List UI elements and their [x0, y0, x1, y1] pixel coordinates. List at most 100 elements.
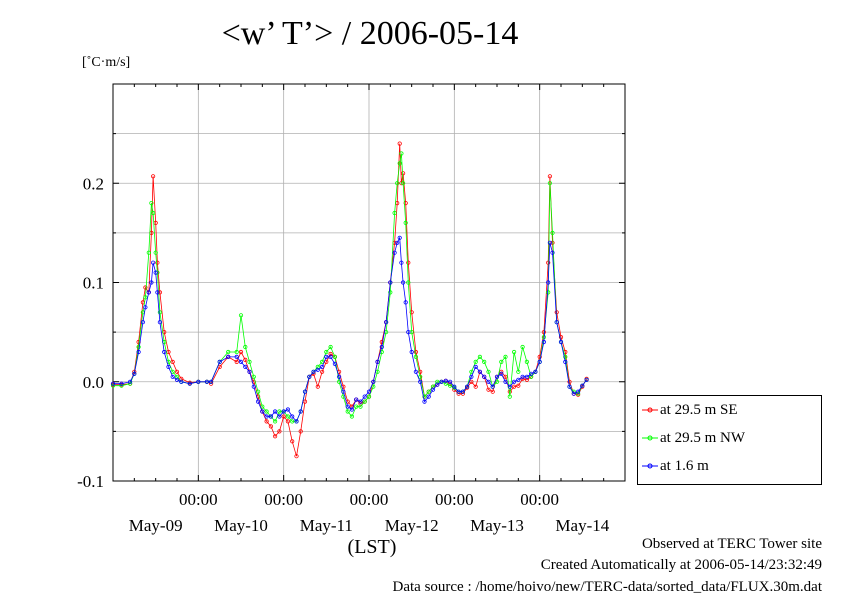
data-point [580, 383, 585, 388]
data-point [490, 389, 495, 394]
data-point [349, 404, 354, 409]
data-point [547, 174, 553, 179]
data-point [166, 349, 171, 355]
data-point [439, 379, 444, 384]
data-point [157, 290, 162, 295]
data-point [234, 349, 239, 355]
data-point [447, 383, 453, 388]
data-point [285, 407, 290, 412]
data-point [341, 389, 346, 394]
data-point [328, 344, 333, 350]
data-point [155, 260, 160, 265]
data-point [482, 359, 487, 364]
data-point [260, 409, 265, 414]
data-point [332, 361, 337, 366]
data-point [397, 141, 402, 146]
data-point [315, 364, 320, 369]
data-point [403, 220, 408, 225]
data-point [174, 377, 180, 382]
data-point [395, 240, 400, 245]
data-point [179, 379, 184, 384]
data-point [473, 364, 478, 369]
data-point [397, 235, 402, 240]
data-point [426, 389, 431, 394]
data-point [298, 409, 303, 414]
data-point [406, 329, 411, 335]
data-point [563, 359, 568, 364]
data-point [571, 391, 576, 396]
data-point [345, 409, 350, 414]
data-point [541, 339, 547, 345]
legend-item-nw: at 29.5 m NW [638, 428, 821, 450]
data-point [371, 379, 376, 384]
tick-labels: -0.1 0.0 0.1 0.2 00:00 00:00 00:00 00:00 00:00 Ma… [77, 174, 610, 535]
data-point [528, 374, 534, 379]
data-point [395, 181, 400, 186]
data-point [290, 414, 295, 419]
data-point [166, 364, 171, 369]
data-point [136, 344, 141, 350]
data-point [400, 280, 406, 285]
y-axis-unit-label: [˚C·m/s] [82, 55, 131, 70]
data-point [418, 369, 423, 374]
data-point [243, 344, 248, 350]
data-point [146, 290, 151, 295]
data-point [430, 387, 436, 392]
data-point [426, 394, 431, 399]
data-point [209, 379, 214, 384]
data-point [354, 404, 359, 409]
data-point [547, 240, 553, 245]
data-point [238, 359, 244, 364]
data-point [490, 384, 495, 389]
data-point [520, 374, 525, 379]
data-point [379, 339, 384, 345]
data-point [247, 369, 252, 374]
data-point [170, 374, 175, 379]
data-point [264, 409, 269, 414]
data-point [477, 354, 482, 359]
data-point [503, 379, 508, 384]
data-point [520, 344, 525, 350]
data-point [319, 364, 325, 369]
data-point [546, 290, 551, 295]
data-point [157, 320, 162, 325]
data-point [507, 384, 512, 389]
data-point [251, 374, 256, 379]
data-point [469, 374, 474, 379]
data-point [422, 394, 427, 399]
data-point [319, 369, 325, 374]
data-point [499, 359, 504, 364]
data-point [413, 369, 418, 374]
data-point [409, 349, 414, 355]
data-point [143, 305, 148, 310]
data-point [324, 349, 329, 355]
data-point [452, 384, 457, 389]
data-point [298, 429, 303, 434]
data-point [349, 407, 354, 412]
data-point [486, 379, 491, 384]
data-point [486, 387, 491, 392]
data-point [516, 377, 521, 382]
chart-title: <w’ T’> / 2006-05-14 [221, 15, 519, 52]
data-point [354, 397, 359, 402]
series-line-2 [113, 236, 587, 423]
data-point [511, 379, 517, 384]
data-point [418, 374, 423, 379]
x-tick-date-label: May-11 [300, 516, 353, 535]
data-point [251, 384, 256, 389]
data-point [226, 349, 231, 355]
data-point [366, 394, 372, 399]
axes [112, 83, 626, 482]
data-point [383, 320, 389, 325]
y-tick-label: 0.2 [83, 174, 104, 193]
data-point [558, 339, 564, 345]
x-tick-time-label: 00:00 [264, 490, 303, 509]
data-point [187, 381, 192, 386]
data-point [524, 377, 530, 382]
data-point [358, 399, 363, 404]
data-point [516, 369, 521, 374]
data-point [516, 383, 521, 388]
data-point [524, 359, 530, 364]
data-point [533, 369, 538, 374]
